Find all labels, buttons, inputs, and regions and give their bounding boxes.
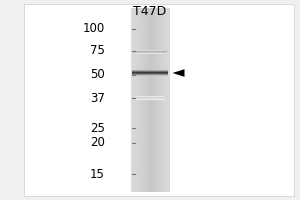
Bar xyxy=(132,73,168,74)
Bar xyxy=(148,8,150,192)
Bar xyxy=(164,8,166,192)
Bar xyxy=(135,97,165,98)
Bar xyxy=(140,8,142,192)
Bar xyxy=(134,50,166,51)
FancyBboxPatch shape xyxy=(24,4,294,196)
Bar xyxy=(144,8,146,192)
Polygon shape xyxy=(172,69,184,77)
Text: 15: 15 xyxy=(90,168,105,180)
Bar xyxy=(132,71,168,72)
Text: 20: 20 xyxy=(90,137,105,150)
Bar xyxy=(134,52,166,53)
Bar xyxy=(150,8,152,192)
Text: 100: 100 xyxy=(83,22,105,36)
Bar xyxy=(132,72,168,73)
Bar xyxy=(135,99,165,100)
Text: 75: 75 xyxy=(90,45,105,58)
Bar xyxy=(134,53,166,54)
Text: 25: 25 xyxy=(90,121,105,134)
Bar xyxy=(160,8,162,192)
Bar xyxy=(142,8,144,192)
Bar xyxy=(168,8,169,192)
Bar xyxy=(132,75,168,76)
Bar xyxy=(130,8,170,192)
Bar xyxy=(132,74,168,75)
Bar xyxy=(166,8,168,192)
Bar xyxy=(133,8,134,192)
Bar xyxy=(134,8,136,192)
Text: 50: 50 xyxy=(90,68,105,82)
Bar xyxy=(154,8,156,192)
Bar xyxy=(162,8,164,192)
Bar xyxy=(138,8,140,192)
Bar xyxy=(135,98,165,99)
Bar xyxy=(132,70,168,71)
Bar xyxy=(158,8,160,192)
Bar xyxy=(146,8,148,192)
Bar xyxy=(136,8,138,192)
Bar xyxy=(135,96,165,97)
Text: T47D: T47D xyxy=(134,5,166,18)
Bar xyxy=(156,8,158,192)
Bar xyxy=(134,51,166,52)
Text: 37: 37 xyxy=(90,92,105,104)
Bar xyxy=(152,8,154,192)
Bar xyxy=(130,8,133,192)
